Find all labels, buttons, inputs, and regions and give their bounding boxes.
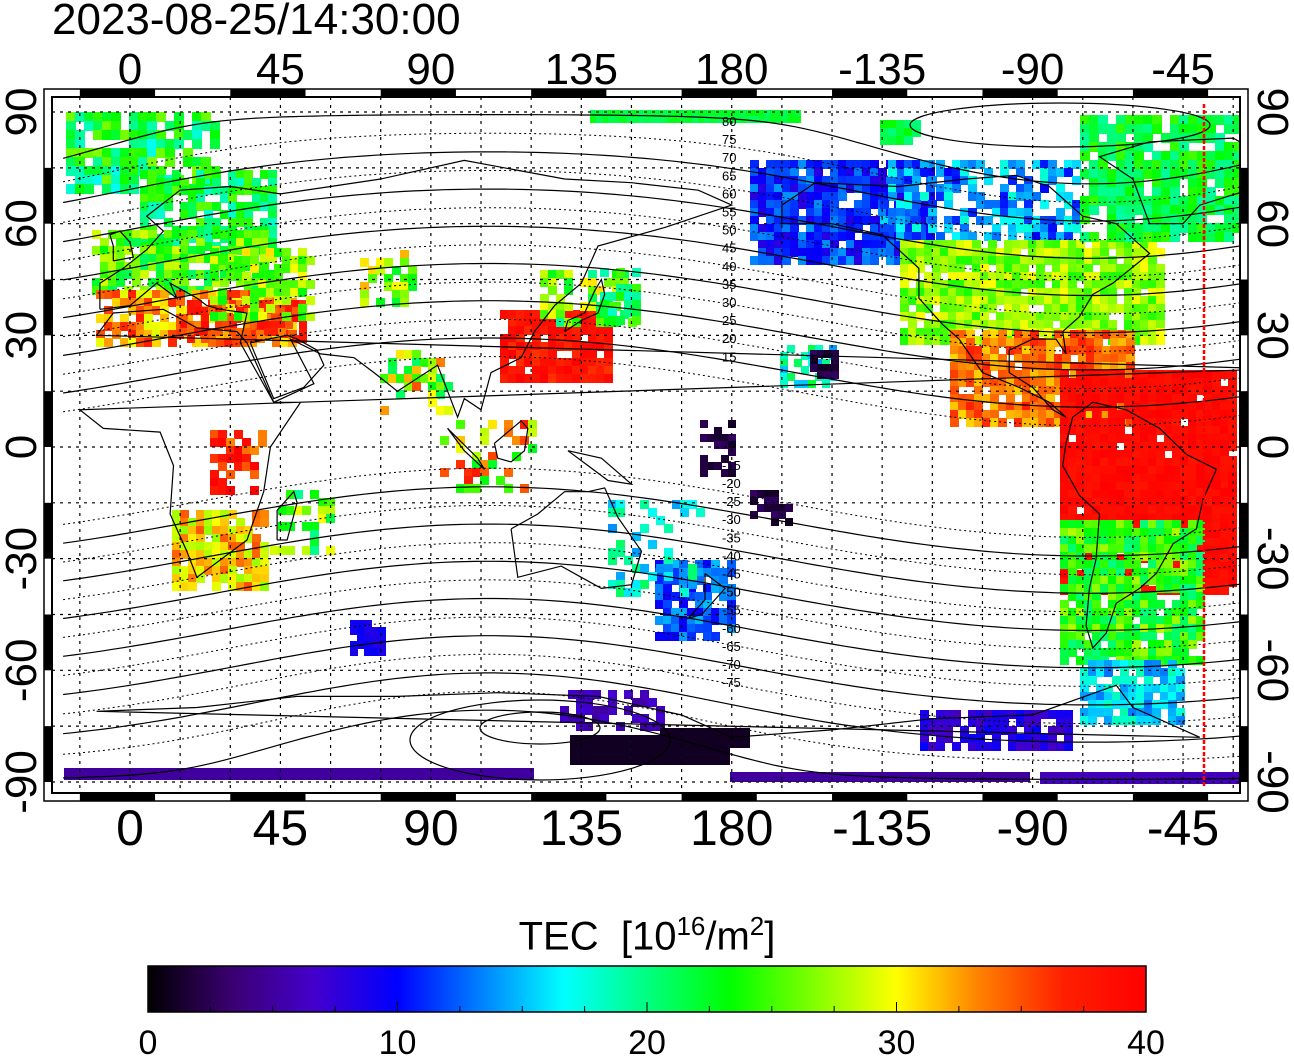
- colorbar-title-main: TEC: [518, 914, 599, 959]
- axis-tick-labels: 0 45 90 135 180 -135 -90 -450 45 90 135 180 -135 -90-…: [0, 45, 1294, 856]
- lat-tick-left: -30: [0, 527, 46, 591]
- mlat-label: 75: [722, 132, 736, 147]
- mlat-label: -55: [722, 603, 741, 618]
- timestamp-title: 2023-08-25/14:30:00: [52, 0, 461, 44]
- lat-tick-right: 90: [1248, 88, 1294, 137]
- lat-tick-left: 30: [0, 311, 46, 360]
- mlat-label: 65: [722, 168, 736, 183]
- lon-tick-bottom: -135: [832, 800, 932, 856]
- lon-tick-bottom: 45: [253, 800, 309, 856]
- mlat-label: 25: [722, 313, 736, 328]
- lat-tick-right: 0: [1248, 435, 1294, 459]
- lon-tick-bottom: -90: [996, 800, 1068, 856]
- mlat-label: -35: [722, 530, 741, 545]
- colorbar-title-unit-exp1: 16: [676, 911, 706, 941]
- magnetic-latitude-contours: [62, 102, 1240, 781]
- lon-tick-top: -45: [1151, 45, 1215, 94]
- mlat-label: -25: [722, 494, 741, 509]
- lon-tick-top: 180: [695, 45, 768, 94]
- mlat-label: -30: [722, 512, 741, 527]
- lat-tick-left: 60: [0, 199, 46, 248]
- mlat-label: 55: [722, 205, 736, 220]
- lat-tick-right: 30: [1248, 311, 1294, 360]
- colorbar-title-unit-suffix: ]: [764, 914, 776, 959]
- mlat-label: -45: [722, 567, 741, 582]
- mlat-label: -65: [722, 639, 741, 654]
- mlat-label: -20: [722, 476, 741, 491]
- graticule-grid: [52, 97, 1240, 793]
- colorbar-tick-label: 0: [139, 1024, 158, 1057]
- tec-data-layer: [64, 110, 1240, 784]
- lon-tick-bottom: 90: [403, 800, 459, 856]
- colorbar-title-unit-exp2: 2: [749, 911, 765, 941]
- lon-tick-bottom: 180: [690, 800, 773, 856]
- mlat-label: 15: [722, 349, 736, 364]
- lat-tick-left: -60: [0, 639, 46, 703]
- lon-tick-top: 0: [118, 45, 142, 94]
- lat-tick-left: 90: [0, 88, 46, 137]
- colorbar-tick-label: 20: [628, 1024, 666, 1057]
- mlat-label: -15: [722, 458, 741, 473]
- lon-tick-top: -90: [1001, 45, 1065, 94]
- lat-tick-left: 0: [0, 435, 46, 459]
- lat-tick-right: -60: [1248, 639, 1294, 703]
- mlat-label: -60: [722, 621, 741, 636]
- mlat-label: 20: [722, 331, 736, 346]
- lon-tick-top: 45: [256, 45, 305, 94]
- mlat-label: -70: [722, 657, 741, 672]
- tec-colorbar: 0 10 20 30 40: [139, 965, 1165, 1057]
- mlat-label: -50: [722, 585, 741, 600]
- mlat-label: 70: [722, 150, 736, 165]
- mlat-label: 80: [722, 114, 736, 129]
- lon-tick-top: 90: [406, 45, 455, 94]
- mlat-label: 50: [722, 223, 736, 238]
- colorbar-title: TEC [1016/m2]: [0, 902, 1294, 960]
- lat-tick-right: -30: [1248, 527, 1294, 591]
- mlat-label: 40: [722, 259, 736, 274]
- lat-tick-left: -90: [0, 750, 46, 814]
- mlat-label: -75: [722, 675, 741, 690]
- mlat-label: 35: [722, 277, 736, 292]
- lon-tick-bottom: 0: [116, 800, 144, 856]
- map-frame: [43, 88, 1249, 802]
- magnetic-latitude-labels: 80 75 70 65 60 55 50 45 40 35 30 25 20 15 -15 -20 -25 -30…: [722, 114, 741, 690]
- lon-tick-top: -135: [838, 45, 926, 94]
- colorbar-tick-label: 30: [878, 1024, 916, 1057]
- mlat-label: 30: [722, 295, 736, 310]
- colorbar-title-unit-mid: /m: [705, 914, 750, 959]
- mlat-label: 60: [722, 186, 736, 201]
- lat-tick-right: 60: [1248, 199, 1294, 248]
- colorbar-tick-label: 40: [1127, 1024, 1165, 1057]
- lon-tick-bottom: 135: [540, 800, 623, 856]
- mlat-label: -40: [722, 548, 741, 563]
- mlat-label: 45: [722, 241, 736, 256]
- colorbar-tick-label: 10: [379, 1024, 417, 1057]
- lon-tick-top: 135: [545, 45, 618, 94]
- colorbar-title-unit-prefix: [10: [620, 914, 677, 959]
- lon-tick-bottom: -45: [1147, 800, 1219, 856]
- lat-tick-right: -90: [1248, 750, 1294, 814]
